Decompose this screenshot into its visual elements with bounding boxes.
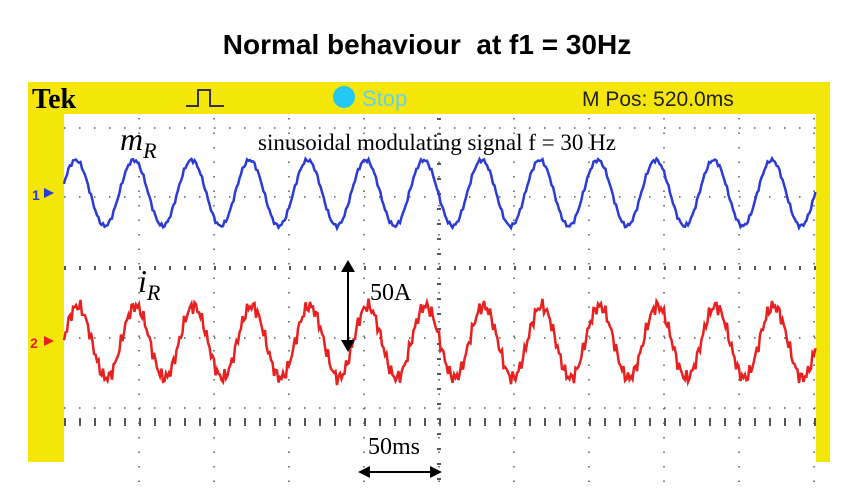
right-bar: [816, 82, 830, 462]
status: Stop: [362, 86, 407, 111]
brand: Tek: [32, 84, 77, 115]
left-bar: [28, 82, 64, 462]
trace-2-subscript: R: [146, 280, 161, 305]
screenshot: Normal behaviour at f1 = 30Hz Tek Stop M…: [0, 0, 855, 489]
trace-2-symbol: i: [138, 263, 147, 299]
page: Normal behaviour at f1 = 30Hz Tek Stop M…: [0, 0, 855, 489]
time-scale: 50ms: [368, 434, 420, 460]
amplitude-scale: 50A: [370, 280, 412, 306]
position: M Pos: 520.0ms: [582, 88, 734, 111]
channel-1-marker: 1: [32, 187, 40, 203]
title: Normal behaviour at f1 = 30Hz: [223, 29, 631, 60]
status-icon: [333, 86, 355, 108]
screen: [64, 114, 816, 489]
trace-1-symbol: m: [120, 121, 143, 157]
annotation: sinusoidal modulating signal f = 30 Hz: [258, 130, 616, 155]
channel-2-marker: 2: [30, 335, 38, 351]
trace-1-subscript: R: [142, 138, 157, 163]
